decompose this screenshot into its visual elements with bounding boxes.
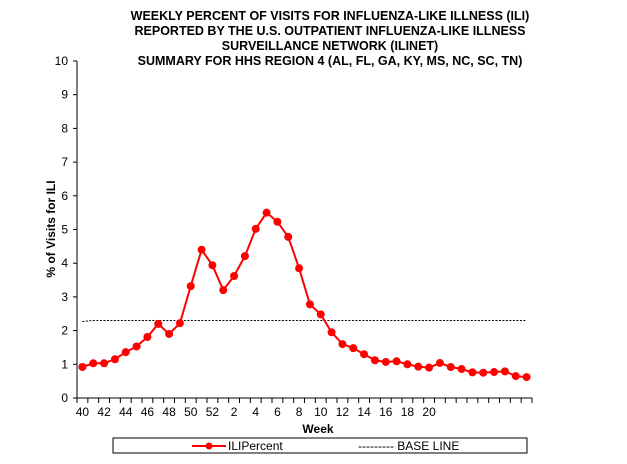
- x-tick-label: 16: [379, 405, 393, 419]
- baseline-series-line: [82, 319, 527, 322]
- ili-data-point: [327, 328, 336, 337]
- ili-data-point: [305, 300, 314, 309]
- ili-data-point: [154, 319, 163, 328]
- ili-data-point: [392, 357, 401, 366]
- ili-data-point: [186, 282, 195, 291]
- legend: ILIPercent --------- BASE LINE: [112, 437, 528, 454]
- ili-data-point: [230, 272, 239, 281]
- ili-data-point: [143, 333, 152, 342]
- y-tick-label: 2: [61, 324, 68, 338]
- ili-data-point: [381, 357, 390, 366]
- title-line-1: WEEKLY PERCENT OF VISITS FOR INFLUENZA-L…: [130, 9, 530, 23]
- x-tick-label: 46: [141, 405, 155, 419]
- y-tick-label: 1: [61, 357, 68, 371]
- x-tick-label: 4: [252, 405, 259, 419]
- x-tick-label: 14: [357, 405, 371, 419]
- ili-data-point: [316, 310, 325, 319]
- ili-data-point: [479, 368, 488, 377]
- ili-data-point: [251, 224, 260, 233]
- ili-data-point: [121, 348, 130, 357]
- ili-data-point: [262, 208, 271, 217]
- x-tick-label: 42: [97, 405, 111, 419]
- legend-baseline-label: --------- BASE LINE: [358, 439, 459, 453]
- ili-data-point: [446, 362, 455, 371]
- y-tick-label: 4: [61, 256, 68, 270]
- ili-data-point: [284, 232, 293, 241]
- ili-data-point: [175, 319, 184, 328]
- legend-ili-marker: [205, 442, 213, 450]
- title-line-4: SUMMARY FOR HHS REGION 4 (AL, FL, GA, KY…: [137, 54, 523, 68]
- ili-data-point: [240, 252, 249, 261]
- title-line-3: SURVEILLANCE NETWORK (ILINET): [221, 39, 439, 53]
- ili-data-point: [349, 344, 358, 353]
- legend-box: [112, 437, 528, 454]
- y-axis-label: % of Visits for ILI: [44, 180, 58, 277]
- ili-data-point: [360, 350, 369, 359]
- ili-data-point: [110, 355, 119, 364]
- x-tick-label: 10: [314, 405, 328, 419]
- x-tick-label: 40: [76, 405, 90, 419]
- ili-data-point: [295, 264, 304, 273]
- ili-data-point: [338, 340, 347, 349]
- y-tick-label: 9: [61, 88, 68, 102]
- ili-data-point: [425, 363, 434, 372]
- ili-data-point: [500, 367, 509, 376]
- ili-data-point: [132, 342, 141, 351]
- ili-data-point: [511, 372, 520, 381]
- y-tick-label: 7: [61, 155, 68, 169]
- ili-data-point: [273, 217, 282, 226]
- x-axis-label: Week: [302, 422, 333, 436]
- y-tick-label: 6: [61, 189, 68, 203]
- x-tick-label: 50: [184, 405, 198, 419]
- ili-data-point: [165, 329, 174, 338]
- x-tick-label: 12: [336, 405, 350, 419]
- ili-data-point: [403, 360, 412, 369]
- x-tick-label: 20: [422, 405, 436, 419]
- ili-data-point: [208, 261, 217, 270]
- ili-data-point: [414, 362, 423, 371]
- ili-data-point: [435, 358, 444, 367]
- y-tick-label: 5: [61, 223, 68, 237]
- ili-series-line: [82, 211, 527, 379]
- x-tick-label: 44: [119, 405, 133, 419]
- legend-ili-label: ILIPercent: [228, 439, 283, 453]
- ili-data-point: [522, 373, 531, 382]
- x-tick-label: 2: [231, 405, 238, 419]
- ili-data-point: [468, 368, 477, 377]
- x-tick-label: 8: [296, 405, 303, 419]
- y-tick-label: 0: [61, 391, 68, 405]
- ili-data-point: [197, 245, 206, 254]
- series-marks: [78, 208, 531, 382]
- y-tick-label: 3: [61, 290, 68, 304]
- x-tick-label: 18: [401, 405, 415, 419]
- ili-data-point: [100, 359, 109, 368]
- ili-data-point: [457, 365, 466, 374]
- x-tick-label: 6: [274, 405, 281, 419]
- ili-data-point: [370, 356, 379, 365]
- x-tick-label: 52: [206, 405, 220, 419]
- ili-data-point: [219, 286, 228, 295]
- title-line-2: REPORTED BY THE U.S. OUTPATIENT INFLUENZ…: [134, 24, 526, 38]
- chart-title: WEEKLY PERCENT OF VISITS FOR INFLUENZA-L…: [80, 9, 580, 69]
- y-tick-label: 8: [61, 121, 68, 135]
- y-tick-label: 10: [55, 54, 69, 68]
- ili-data-point: [78, 362, 87, 371]
- ili-data-point: [89, 359, 98, 368]
- x-tick-label: 48: [162, 405, 176, 419]
- ili-data-point: [490, 368, 499, 377]
